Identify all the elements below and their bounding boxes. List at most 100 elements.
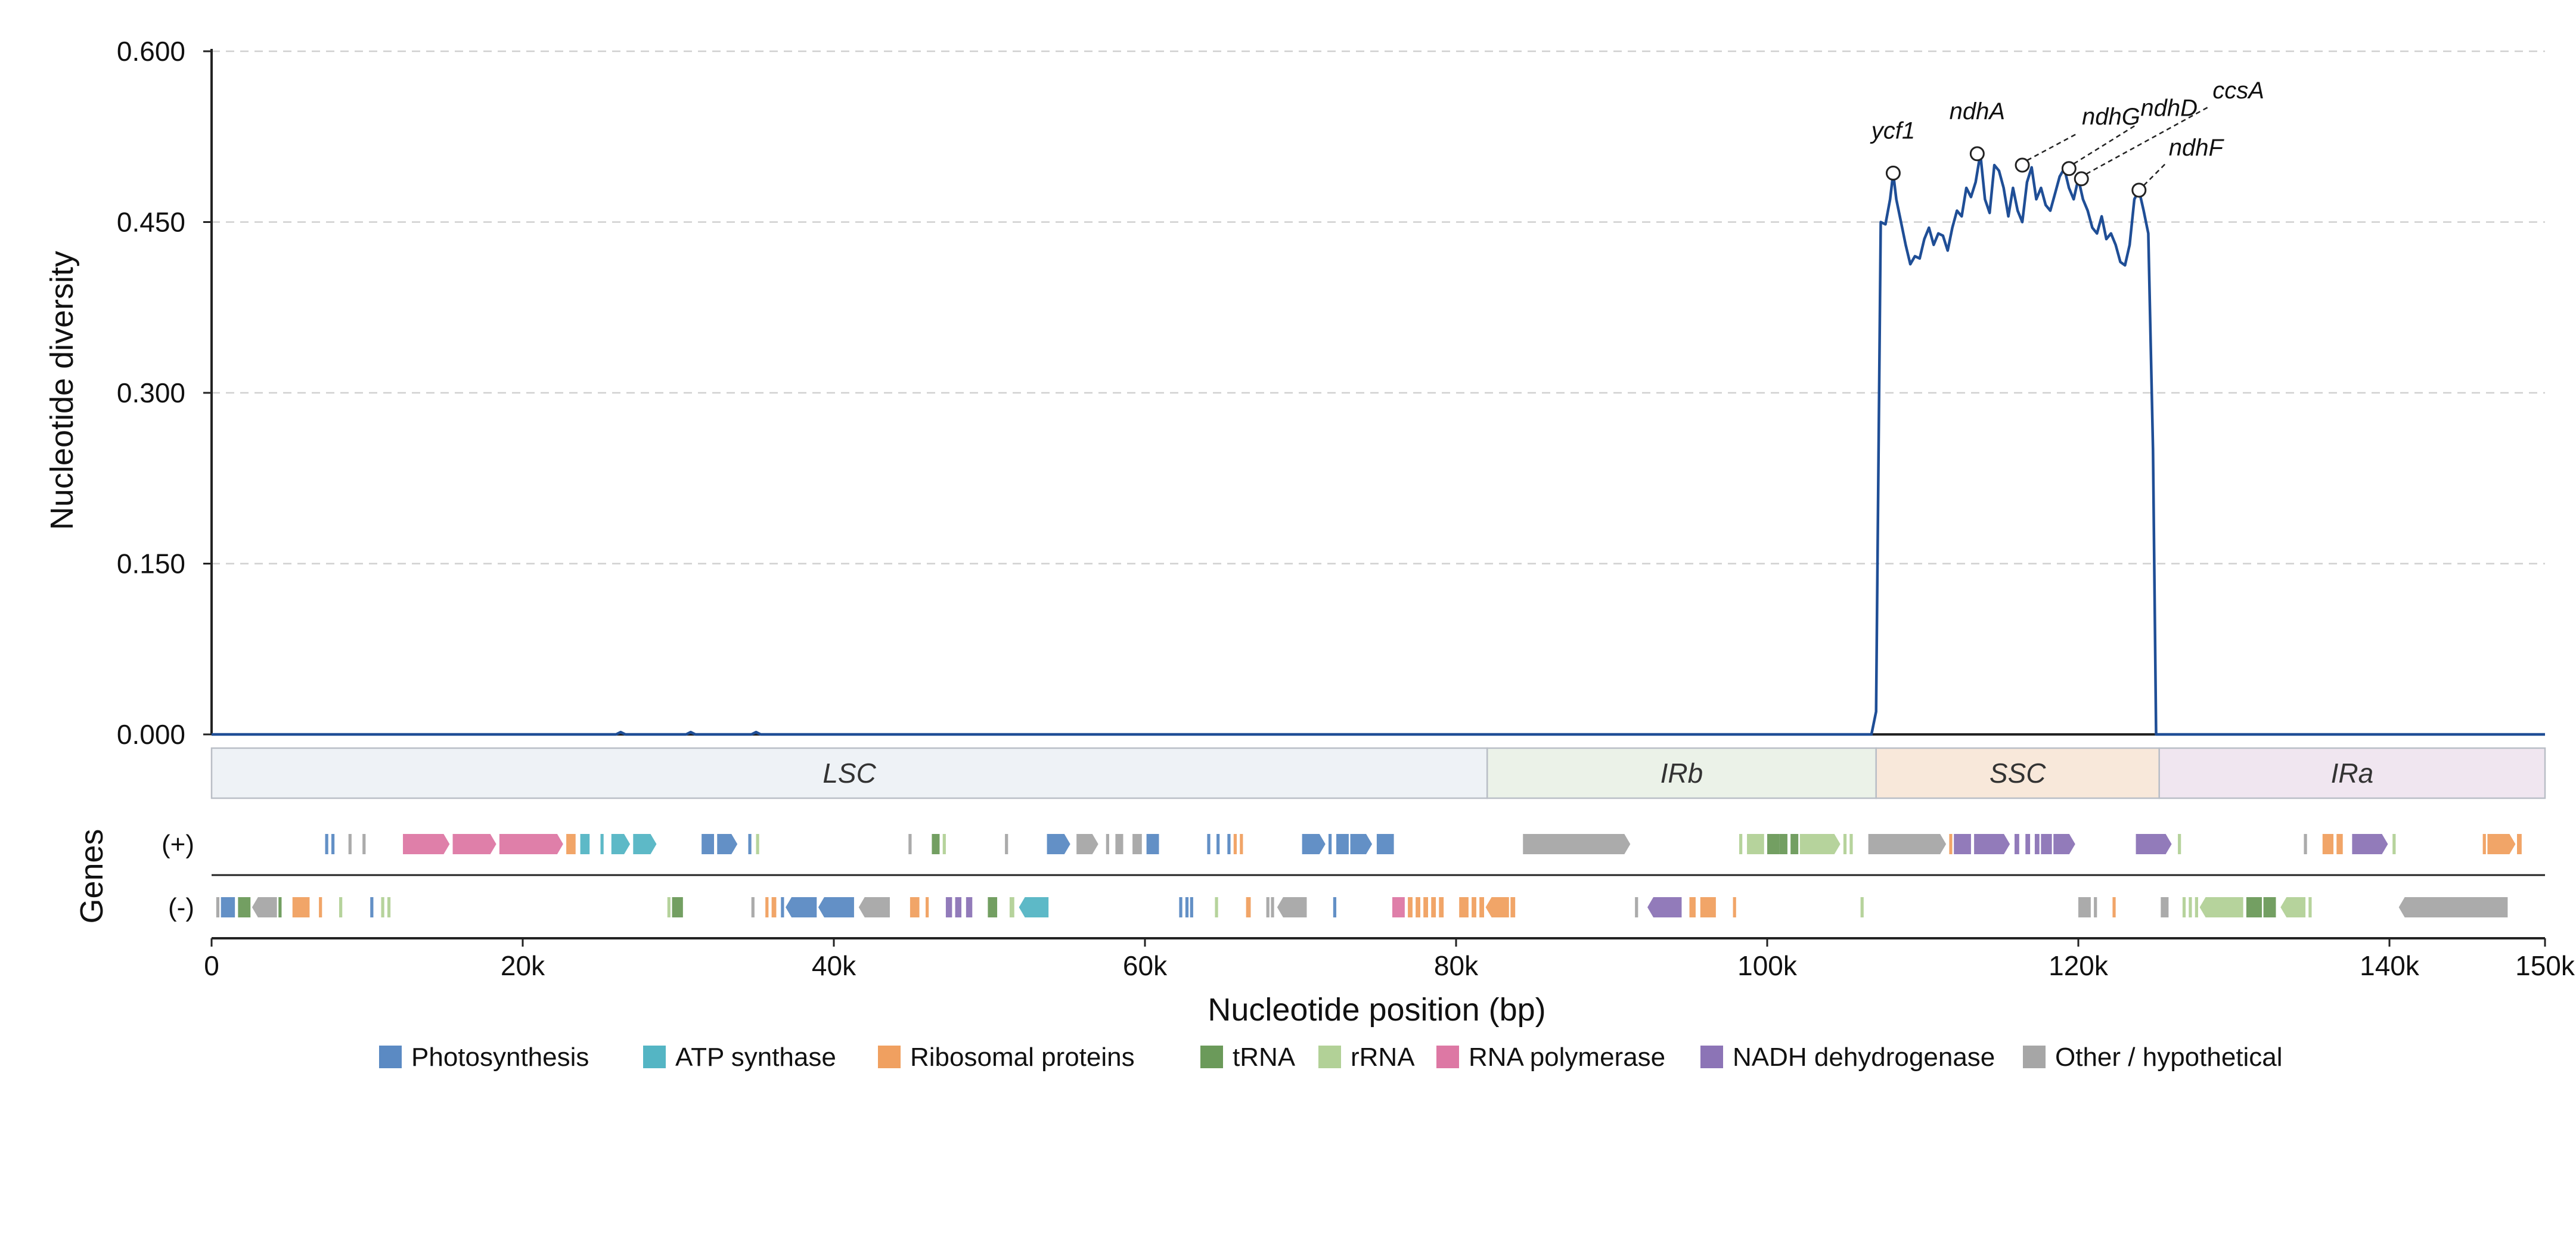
region-irb <box>1486 747 1877 799</box>
gene-block <box>2161 897 2169 917</box>
gene-block <box>452 834 496 854</box>
gene-block <box>2392 834 2396 854</box>
gene-block <box>2352 834 2388 854</box>
gene-block <box>1954 834 1971 854</box>
gene-block <box>1700 897 1716 917</box>
gene-block <box>1350 834 1373 854</box>
gene-block <box>1485 897 1509 917</box>
gene-block <box>238 897 251 917</box>
gene-block <box>908 834 912 854</box>
gene-block <box>1106 834 1109 854</box>
y-tick-label: 0.300 <box>117 377 185 408</box>
gene-block <box>1190 897 1193 917</box>
y-tick-label: 0.150 <box>117 548 185 579</box>
gene-block <box>1146 834 1159 854</box>
gene-block <box>1115 834 1123 854</box>
grid-layer <box>212 50 2545 565</box>
region-ssc <box>1875 747 2160 799</box>
gene-block <box>751 897 755 917</box>
gene-block <box>717 834 738 854</box>
gene-block <box>1179 897 1183 917</box>
legend-item-other-hypothetical: Other / hypothetical <box>2023 1043 2283 1072</box>
gene-block <box>2025 834 2031 854</box>
plus-strand-label: (+) <box>162 830 194 859</box>
gene-block <box>1132 834 1142 854</box>
legend-swatch <box>1436 1046 1459 1068</box>
legend-swatch <box>2023 1046 2046 1068</box>
gene-block <box>216 897 220 917</box>
gene-block <box>1799 834 1841 854</box>
gene-block <box>2263 897 2276 917</box>
gene-block <box>1266 897 1270 917</box>
gene-block <box>387 897 391 917</box>
gene-block <box>1333 897 1337 917</box>
diversity-line <box>212 152 2545 736</box>
x-tick-label: 60k <box>1123 950 1168 981</box>
genes-track-title: Genes <box>74 829 110 923</box>
gene-block <box>1779 834 1787 854</box>
x-tick-label: 40k <box>812 950 856 981</box>
legend-swatch <box>1318 1046 1341 1068</box>
gene-block <box>966 897 973 917</box>
gene-block <box>1767 834 1780 854</box>
gene-block <box>932 834 940 854</box>
legend-label: Ribosomal proteins <box>910 1043 1135 1072</box>
gene-block <box>667 897 671 917</box>
gene-block <box>1047 834 1070 854</box>
gene-block <box>403 834 450 854</box>
gene-block <box>1439 897 1444 917</box>
gene-block <box>1423 897 1429 917</box>
gene-tracks <box>212 834 2545 917</box>
gene-block <box>2199 897 2243 917</box>
annotation-leader <box>2143 163 2166 186</box>
annotation-leader <box>2085 106 2209 175</box>
legend-label: rRNA <box>1351 1043 1415 1072</box>
gene-block <box>2189 897 2192 917</box>
gene-block <box>1416 897 1420 917</box>
gene-block <box>1271 897 1274 917</box>
gene-block <box>1240 834 1243 854</box>
gene-block <box>1408 897 1413 917</box>
legend-swatch <box>643 1046 666 1068</box>
region-lsc <box>210 747 1488 799</box>
gene-block <box>319 897 322 917</box>
gene-block <box>756 834 759 854</box>
legend-label: tRNA <box>1233 1043 1296 1072</box>
gene-block <box>1376 834 1394 854</box>
gene-block <box>1207 834 1211 854</box>
legend-item-rna-polymerase: RNA polymerase <box>1436 1043 1665 1072</box>
gene-block <box>748 834 752 854</box>
annotation-leader <box>2073 123 2138 165</box>
gene-block <box>858 897 890 917</box>
gene-block <box>765 897 769 917</box>
legend-swatch <box>1200 1046 1223 1068</box>
gene-block <box>1974 834 2010 854</box>
gene-block <box>1689 897 1696 917</box>
gene-block <box>2014 834 2019 854</box>
legend: Photosynthesis ATP synthase Ribosomal prot… <box>379 1043 2283 1072</box>
annotation-leader <box>2026 132 2079 162</box>
legend-swatch <box>1700 1046 1723 1068</box>
peak-label-ndhg: ndhG <box>2082 104 2140 130</box>
gene-block <box>1246 897 1251 917</box>
gene-block <box>1747 834 1764 854</box>
gene-block <box>2182 897 2186 917</box>
peak-marker <box>2131 182 2147 198</box>
region-bar: LSC IRb SSC IRa <box>210 747 2546 799</box>
peak-marker <box>1969 146 1985 162</box>
gene-block <box>786 897 817 917</box>
peak-marker <box>2061 161 2077 176</box>
x-axis-title: Nucleotide position (bp) <box>1208 992 1545 1028</box>
gene-block <box>2078 897 2091 917</box>
gene-block <box>2517 834 2522 854</box>
gene-block <box>221 897 235 917</box>
gene-block <box>925 897 929 917</box>
gene-block <box>988 897 998 917</box>
x-tick-label: 140k <box>2360 950 2420 981</box>
gene-block <box>1459 897 1469 917</box>
legend-item-photosynthesis: Photosynthesis <box>379 1043 589 1072</box>
gene-block <box>381 897 384 917</box>
gene-block <box>2482 834 2486 854</box>
